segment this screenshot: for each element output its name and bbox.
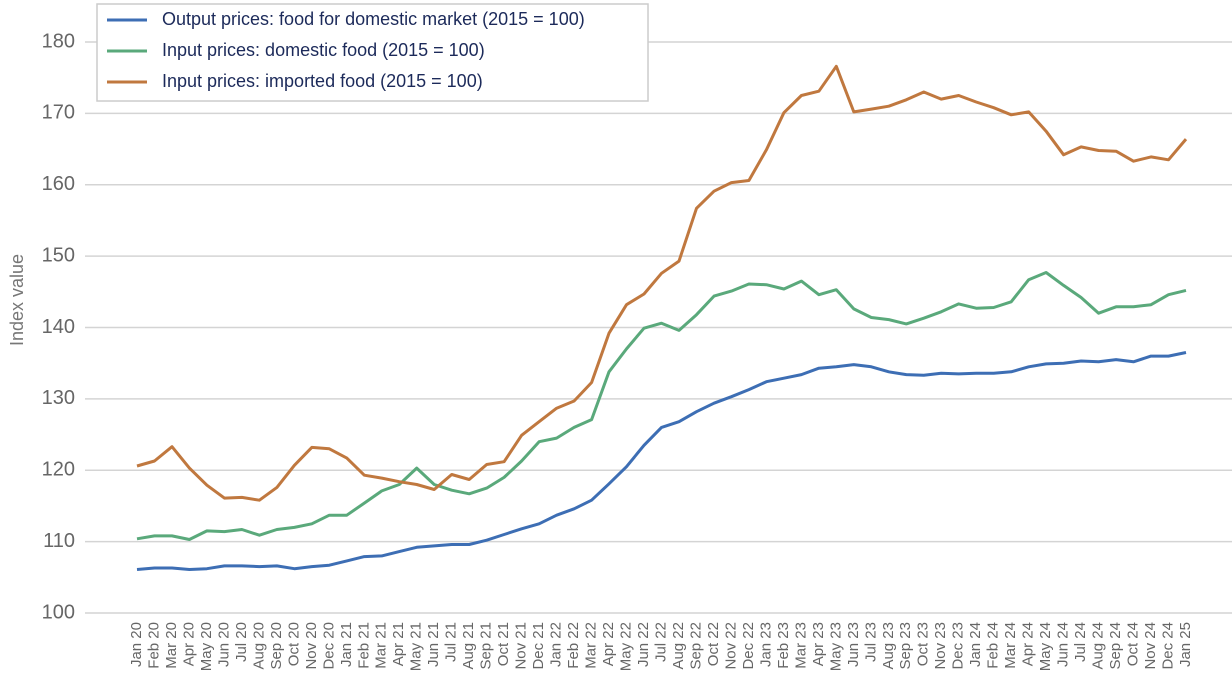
x-tick-label: Jun 24 — [1055, 622, 1072, 667]
x-tick-label: Feb 23 — [775, 622, 792, 669]
x-tick-label: Dec 24 — [1159, 622, 1176, 670]
x-tick-label: May 20 — [198, 622, 215, 671]
legend-label: Input prices: domestic food (2015 = 100) — [162, 40, 485, 60]
x-tick-label: Mar 20 — [163, 622, 180, 669]
y-tick-label: 140 — [42, 316, 75, 338]
x-tick-label: Jul 24 — [1072, 622, 1089, 662]
x-tick-label: Sep 22 — [687, 622, 704, 670]
legend-label: Input prices: imported food (2015 = 100) — [162, 71, 483, 91]
x-tick-label: Nov 24 — [1142, 622, 1159, 670]
x-tick-label: Jan 21 — [338, 622, 355, 667]
x-tick-label: Jan 23 — [757, 622, 774, 667]
x-tick-label: May 21 — [408, 622, 425, 671]
x-tick-label: May 22 — [618, 622, 635, 671]
x-tick-label: May 23 — [827, 622, 844, 671]
x-tick-label: Jul 20 — [233, 622, 250, 662]
x-tick-label: Oct 23 — [915, 622, 932, 666]
x-tick-label: Aug 23 — [880, 622, 897, 670]
legend-label: Output prices: food for domestic market … — [162, 9, 585, 29]
y-tick-label: 120 — [42, 459, 75, 481]
x-tick-label: Apr 22 — [600, 622, 617, 666]
x-tick-label: Jun 20 — [215, 622, 232, 667]
x-tick-label: Jan 25 — [1177, 622, 1194, 667]
x-tick-label: Nov 23 — [932, 622, 949, 670]
x-tick-label: Mar 21 — [373, 622, 390, 669]
x-tick-label: Jul 21 — [443, 622, 460, 662]
x-tick-label: Jun 21 — [425, 622, 442, 667]
x-tick-label: Nov 22 — [722, 622, 739, 670]
legend-box — [96, 3, 649, 102]
x-tick-label: Apr 21 — [390, 622, 407, 666]
x-tick-label: Mar 23 — [792, 622, 809, 669]
x-tick-label: Jun 22 — [635, 622, 652, 667]
x-tick-label: Dec 22 — [740, 622, 757, 670]
x-tick-label: Feb 21 — [355, 622, 372, 669]
y-tick-label: 100 — [42, 601, 75, 623]
x-tick-label: Oct 22 — [705, 622, 722, 666]
x-tick-label: May 24 — [1037, 622, 1054, 671]
x-tick-label: Aug 22 — [670, 622, 687, 670]
x-tick-label: Apr 24 — [1020, 622, 1037, 666]
x-tick-label: Oct 20 — [285, 622, 302, 666]
x-tick-label: Feb 24 — [985, 622, 1002, 669]
x-tick-label: Jan 20 — [128, 622, 145, 667]
x-tick-label: Oct 21 — [495, 622, 512, 666]
y-axis-title: Index value — [7, 254, 27, 346]
y-tick-label: 180 — [42, 30, 75, 52]
y-tick-label: 110 — [43, 530, 75, 552]
x-tick-label: Jan 24 — [967, 622, 984, 667]
x-tick-label: Apr 20 — [180, 622, 197, 666]
x-tick-label: Mar 24 — [1002, 622, 1019, 669]
x-tick-label: Jul 22 — [652, 622, 669, 662]
x-tick-label: Sep 21 — [478, 622, 495, 670]
x-tick-label: Feb 20 — [145, 622, 162, 669]
x-tick-label: Aug 21 — [460, 622, 477, 670]
x-tick-label: Aug 20 — [250, 622, 267, 670]
x-tick-label: Jul 23 — [862, 622, 879, 662]
y-tick-label: 130 — [42, 387, 75, 409]
x-tick-label: Jan 22 — [548, 622, 565, 667]
legend: Output prices: food for domestic market … — [96, 3, 649, 102]
series-line — [136, 64, 1188, 502]
x-tick-label: Dec 20 — [320, 622, 337, 670]
x-tick-label: Feb 22 — [565, 622, 582, 669]
x-tick-label: Sep 23 — [897, 622, 914, 670]
x-tick-label: Jun 23 — [845, 622, 862, 667]
x-tick-label: Aug 24 — [1090, 622, 1107, 670]
x-tick-label: Apr 23 — [810, 622, 827, 666]
x-tick-label: Nov 20 — [303, 622, 320, 670]
y-tick-label: 170 — [42, 102, 75, 124]
x-tick-label: Oct 24 — [1125, 622, 1142, 666]
x-tick-label: Mar 22 — [583, 622, 600, 669]
y-tick-label: 160 — [42, 173, 75, 195]
x-tick-label: Dec 21 — [530, 622, 547, 670]
series-line — [136, 351, 1187, 571]
x-tick-label: Nov 21 — [513, 622, 530, 670]
series-line — [136, 271, 1187, 541]
y-tick-label: 150 — [42, 244, 75, 266]
x-tick-label: Sep 24 — [1107, 622, 1124, 670]
x-tick-label: Dec 23 — [950, 622, 967, 670]
x-tick-label: Sep 20 — [268, 622, 285, 670]
